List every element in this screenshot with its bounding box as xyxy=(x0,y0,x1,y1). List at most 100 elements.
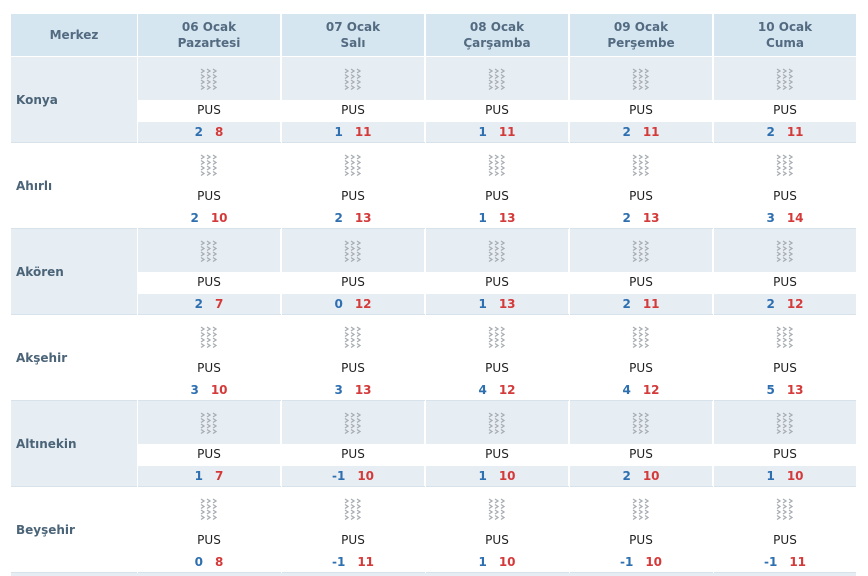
column-divider xyxy=(281,14,282,573)
forecast-cell: PUS 1 13 xyxy=(426,229,568,315)
max-temp: 11 xyxy=(642,297,660,311)
day-weekday: Cuma xyxy=(766,36,804,50)
condition-text: PUS xyxy=(773,447,797,461)
cell-band xyxy=(570,294,712,315)
max-temp: 13 xyxy=(354,211,372,225)
condition-text: PUS xyxy=(197,103,221,117)
table-bottom-edge xyxy=(11,573,856,576)
condition-text: PUS xyxy=(629,189,653,203)
row-divider xyxy=(11,400,856,401)
max-temp: 10 xyxy=(498,555,516,569)
min-temp: 1 xyxy=(478,469,487,483)
cell-band xyxy=(570,57,712,100)
cell-band xyxy=(714,466,856,487)
fog-icon xyxy=(488,412,506,435)
temperature-range: 1 11 xyxy=(426,125,568,139)
max-temp: 13 xyxy=(354,383,372,397)
condition-text: PUS xyxy=(197,533,221,547)
condition-text: PUS xyxy=(485,103,509,117)
condition-text: PUS xyxy=(629,361,653,375)
max-temp: 13 xyxy=(498,211,516,225)
cell-band xyxy=(426,229,568,272)
min-temp: 1 xyxy=(478,555,487,569)
fog-icon xyxy=(776,412,794,435)
temperature-range: 2 12 xyxy=(714,297,856,311)
min-temp: -1 xyxy=(331,555,346,569)
max-temp: 12 xyxy=(786,297,804,311)
fog-icon xyxy=(200,154,218,177)
column-divider xyxy=(137,14,138,573)
temperature-range: -1 11 xyxy=(714,555,856,569)
temperature-range: -1 10 xyxy=(282,469,424,483)
forecast-cell: PUS 2 10 xyxy=(138,143,280,229)
fog-icon xyxy=(632,326,650,349)
forecast-cell: PUS 1 11 xyxy=(282,57,424,143)
location-name: Konya xyxy=(11,57,137,143)
fog-icon xyxy=(488,154,506,177)
row-divider xyxy=(11,572,856,573)
cell-band xyxy=(138,122,280,143)
max-temp: 10 xyxy=(786,469,804,483)
temperature-range: 2 11 xyxy=(570,125,712,139)
day-header: 06 Ocak Pazartesi xyxy=(138,14,280,56)
day-header: 10 Ocak Cuma xyxy=(714,14,856,56)
temperature-range: 4 12 xyxy=(426,383,568,397)
max-temp: 12 xyxy=(642,383,660,397)
forecast-cell: PUS 2 13 xyxy=(282,143,424,229)
min-temp: 3 xyxy=(766,211,775,225)
min-temp: 0 xyxy=(194,555,203,569)
condition-text: PUS xyxy=(485,189,509,203)
min-temp: 2 xyxy=(194,297,203,311)
forecast-cell: PUS 1 10 xyxy=(714,401,856,487)
condition-text: PUS xyxy=(773,361,797,375)
condition-text: PUS xyxy=(773,533,797,547)
forecast-cell: PUS 1 10 xyxy=(426,401,568,487)
location-name: Akşehir xyxy=(16,351,68,365)
temperature-range: 2 11 xyxy=(570,297,712,311)
min-temp: 2 xyxy=(622,125,631,139)
temperature-range: 1 13 xyxy=(426,211,568,225)
cell-band xyxy=(138,57,280,100)
day-weekday: Salı xyxy=(340,36,366,50)
max-temp: 7 xyxy=(215,297,224,311)
fog-icon xyxy=(344,412,362,435)
forecast-cell: PUS 2 8 xyxy=(138,57,280,143)
min-temp: -1 xyxy=(763,555,778,569)
min-temp: 2 xyxy=(334,211,343,225)
fog-icon xyxy=(344,154,362,177)
fog-icon xyxy=(632,412,650,435)
day-date: 10 Ocak xyxy=(757,20,813,34)
max-temp: 13 xyxy=(642,211,660,225)
condition-text: PUS xyxy=(485,275,509,289)
temperature-range: 5 13 xyxy=(714,383,856,397)
condition-text: PUS xyxy=(341,447,365,461)
min-temp: 3 xyxy=(190,383,199,397)
forecast-cell: PUS -1 11 xyxy=(282,487,424,573)
cell-band xyxy=(138,466,280,487)
column-divider xyxy=(713,14,714,573)
condition-text: PUS xyxy=(197,189,221,203)
forecast-cell: PUS 0 12 xyxy=(282,229,424,315)
forecast-cell: PUS 3 14 xyxy=(714,143,856,229)
min-temp: 5 xyxy=(766,383,775,397)
forecast-cell: PUS 2 13 xyxy=(570,143,712,229)
fog-icon xyxy=(200,240,218,263)
location-name: Ahırlı xyxy=(16,179,53,193)
cell-band xyxy=(282,294,424,315)
day-weekday: Pazartesi xyxy=(177,36,241,50)
fog-icon xyxy=(200,412,218,435)
cell-band xyxy=(426,401,568,444)
forecast-cell: PUS 2 11 xyxy=(714,57,856,143)
condition-text: PUS xyxy=(773,103,797,117)
min-temp: 1 xyxy=(194,469,203,483)
forecast-cell: PUS 1 10 xyxy=(426,487,568,573)
day-header: 08 Ocak Çarşamba xyxy=(426,14,568,56)
condition-text: PUS xyxy=(629,533,653,547)
max-temp: 11 xyxy=(357,555,375,569)
max-temp: 12 xyxy=(498,383,516,397)
temperature-range: 3 14 xyxy=(714,211,856,225)
cell-band xyxy=(282,122,424,143)
